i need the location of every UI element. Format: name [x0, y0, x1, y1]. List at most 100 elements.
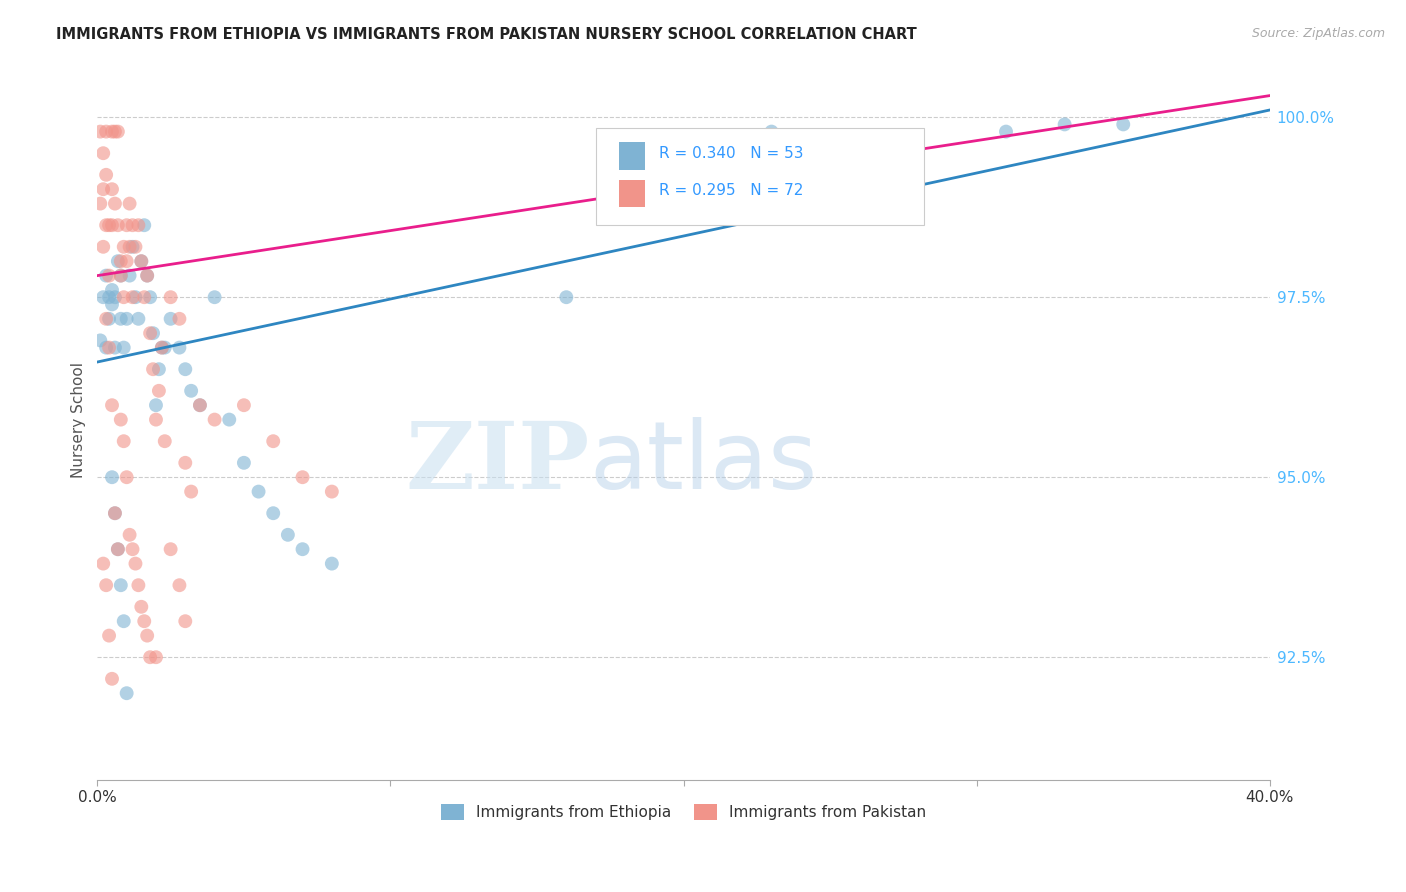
Point [180, 384, 202, 398]
Point [121, 218, 143, 232]
Point [188, 398, 211, 412]
Point [112, 341, 135, 355]
Point [131, 599, 153, 614]
Point [91, 290, 114, 304]
Point [291, 542, 314, 557]
Point [98, 268, 121, 283]
Point [142, 362, 165, 376]
Point [136, 268, 159, 283]
Point [101, 125, 124, 139]
Point [169, 311, 191, 326]
Point [169, 578, 191, 592]
Point [145, 412, 167, 426]
Point [139, 326, 162, 341]
Point [101, 182, 124, 196]
Point [94, 218, 117, 232]
Point [112, 434, 135, 449]
Point [139, 650, 162, 665]
Point [145, 398, 167, 412]
Point [104, 125, 127, 139]
Point [121, 542, 143, 557]
Point [262, 434, 284, 449]
Point [124, 240, 146, 254]
Point [94, 268, 117, 283]
Point [127, 578, 149, 592]
Point [148, 362, 170, 376]
Point [124, 557, 146, 571]
FancyBboxPatch shape [619, 143, 645, 169]
Point [174, 456, 197, 470]
Point [159, 311, 181, 326]
Point [148, 384, 170, 398]
Point [101, 672, 124, 686]
Point [159, 542, 181, 557]
Point [107, 542, 129, 557]
Point [110, 412, 132, 426]
Point [94, 311, 117, 326]
Point [89, 125, 111, 139]
Point [555, 290, 578, 304]
Point [91, 182, 114, 196]
Legend: Immigrants from Ethiopia, Immigrants from Pakistan: Immigrants from Ethiopia, Immigrants fro… [434, 797, 932, 826]
Point [89, 334, 111, 348]
Point [101, 470, 124, 484]
Point [131, 254, 153, 268]
Point [107, 218, 129, 232]
Point [91, 240, 114, 254]
Point [104, 290, 127, 304]
Point [995, 125, 1018, 139]
Point [232, 456, 254, 470]
Point [127, 311, 149, 326]
Point [761, 125, 783, 139]
Point [218, 412, 240, 426]
Point [110, 254, 132, 268]
FancyBboxPatch shape [596, 128, 924, 225]
Point [136, 268, 159, 283]
Point [91, 557, 114, 571]
Point [159, 290, 181, 304]
Point [94, 168, 117, 182]
Point [115, 311, 138, 326]
Point [110, 268, 132, 283]
Point [118, 196, 141, 211]
Point [321, 557, 343, 571]
Point [101, 218, 124, 232]
Point [104, 506, 127, 520]
Point [89, 196, 111, 211]
Point [98, 290, 121, 304]
Point [101, 297, 124, 311]
Point [107, 254, 129, 268]
Point [150, 341, 173, 355]
Point [115, 218, 138, 232]
Point [127, 218, 149, 232]
Text: IMMIGRANTS FROM ETHIOPIA VS IMMIGRANTS FROM PAKISTAN NURSERY SCHOOL CORRELATION : IMMIGRANTS FROM ETHIOPIA VS IMMIGRANTS F… [56, 27, 917, 42]
Point [174, 362, 197, 376]
Point [247, 484, 270, 499]
Point [110, 268, 132, 283]
Point [204, 412, 226, 426]
Point [1053, 117, 1076, 131]
Point [139, 290, 162, 304]
Point [204, 290, 226, 304]
Point [101, 283, 124, 297]
Point [150, 341, 173, 355]
Point [104, 341, 127, 355]
Point [112, 240, 135, 254]
Point [136, 629, 159, 643]
Point [277, 528, 299, 542]
Point [180, 484, 202, 499]
Point [115, 254, 138, 268]
Point [145, 650, 167, 665]
Point [115, 686, 138, 700]
Y-axis label: Nursery School: Nursery School [72, 361, 86, 477]
Point [134, 614, 156, 628]
Text: Source: ZipAtlas.com: Source: ZipAtlas.com [1251, 27, 1385, 40]
Text: R = 0.295   N = 72: R = 0.295 N = 72 [659, 183, 803, 198]
Point [110, 578, 132, 592]
Point [118, 268, 141, 283]
Point [131, 254, 153, 268]
Point [291, 470, 314, 484]
Point [174, 614, 197, 628]
Point [110, 311, 132, 326]
Point [98, 311, 121, 326]
